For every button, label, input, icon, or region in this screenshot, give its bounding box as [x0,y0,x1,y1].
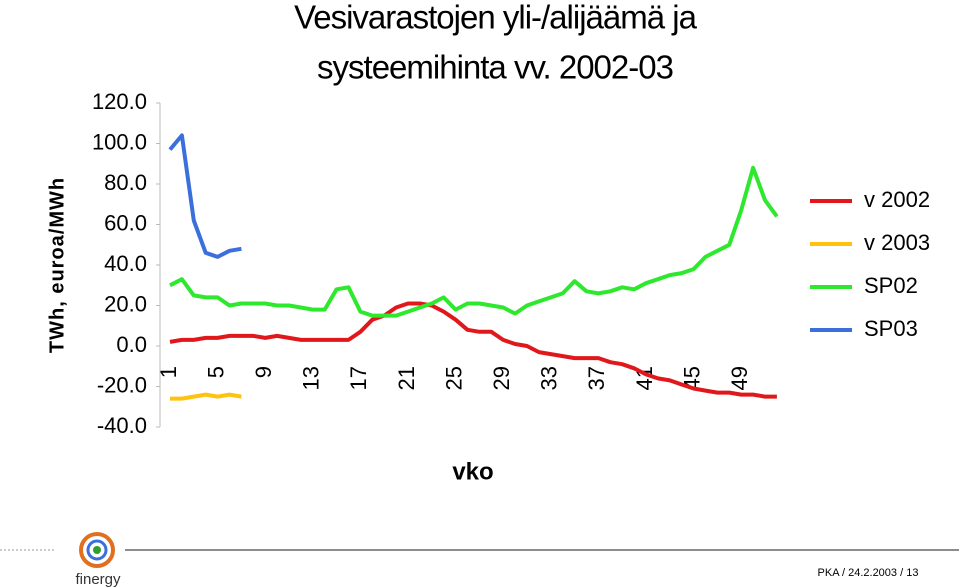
footer-note: PKA / 24.2.2003 / 13 [818,567,919,579]
x-tick-label: 5 [203,366,228,378]
y-tick-label: 100.0 [92,129,147,154]
x-tick-label: 21 [394,366,419,390]
x-tick-label: 13 [299,366,324,390]
x-tick-label: 33 [537,366,562,390]
chart-title: Vesivarastojen yli-/alijäämä ja [294,0,698,36]
series-line [170,392,242,401]
x-tick-label: 9 [251,366,276,378]
y-tick-label: 80.0 [104,170,147,195]
y-tick-label: 60.0 [104,210,147,235]
x-tick-label: 25 [441,366,466,390]
x-tick-label: 29 [489,366,514,390]
x-tick-label: 49 [727,366,752,390]
series-line [168,133,242,259]
x-axis-label: vko [452,458,493,485]
series-line [169,165,779,318]
y-tick-label: 120.0 [92,89,147,114]
series-line [169,301,777,399]
y-tick-label: -20.0 [97,372,147,397]
y-tick-label: 0.0 [116,332,147,357]
chart-subtitle: systeemihinta vv. 2002-03 [317,49,673,86]
x-tick-label: 17 [346,366,371,390]
y-tick-label: 20.0 [104,291,147,316]
legend-label: v 2002 [864,187,930,212]
y-axis-label: TWh, euroa/MWh [46,177,68,353]
y-tick-label: 40.0 [104,251,147,276]
legend-label: SP02 [864,273,918,298]
logo [79,532,115,568]
legend-label: v 2003 [864,230,930,255]
x-tick-label: 1 [156,366,181,378]
legend-label: SP03 [864,316,918,341]
y-tick-label: -40.0 [97,413,147,438]
x-tick-label: 37 [584,366,609,390]
brand: finergy [75,571,121,588]
